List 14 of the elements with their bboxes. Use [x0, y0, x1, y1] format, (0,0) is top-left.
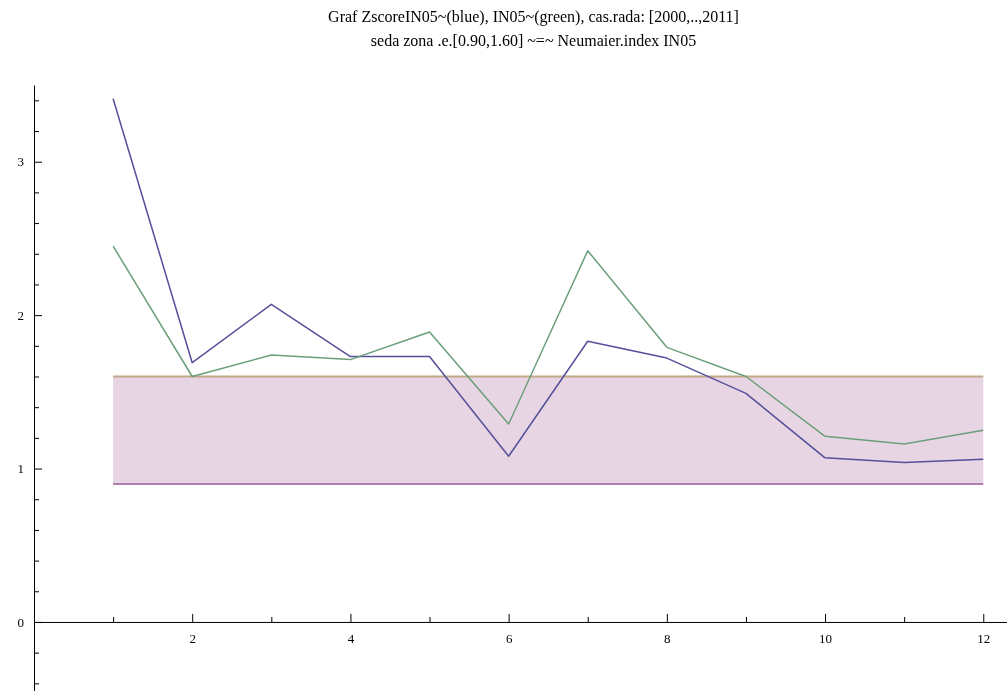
y-tick-label: 1 [17, 461, 24, 477]
chart-subtitle: seda zona .e.[0.90,1.60] ~=~ Neumaier.index IN05 [370, 32, 697, 49]
line-series [112, 245, 985, 445]
line-series [112, 98, 985, 464]
x-tick-label: 2 [189, 631, 196, 647]
chart-title: Graf ZscoreIN05~(blue), IN05~(green), cas.rada: [2000,..,2011] [328, 8, 739, 26]
x-tick-label: 6 [505, 631, 513, 647]
x-tick-label: 10 [819, 631, 833, 647]
y-tick-label: 0 [17, 614, 24, 630]
y-tick-label: 2 [17, 307, 24, 323]
y-tick-label: 3 [17, 154, 24, 170]
x-tick-label: 4 [347, 631, 355, 647]
x-tick-label: 12 [977, 631, 991, 647]
x-tick-label: 8 [664, 631, 671, 647]
